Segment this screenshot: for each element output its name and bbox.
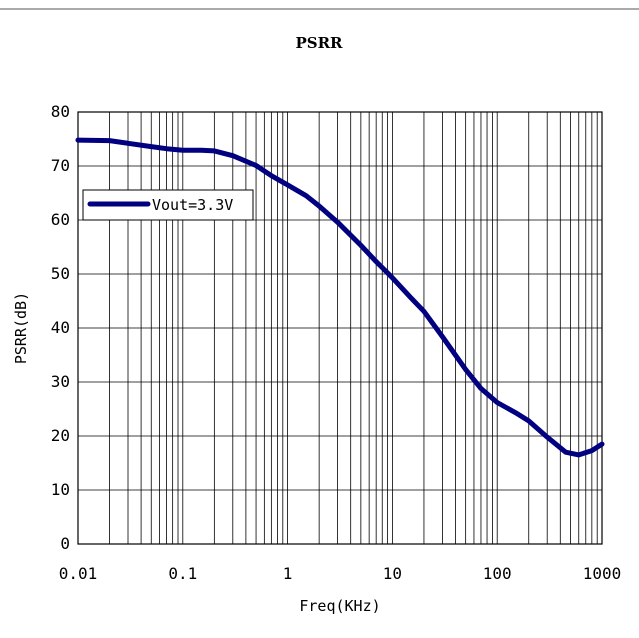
y-tick-label: 60: [51, 210, 70, 229]
y-tick-labels: 0 10 20 30 40 50 60 70 80: [51, 102, 70, 553]
x-tick-label: 1000: [583, 564, 622, 583]
y-tick-label: 0: [60, 534, 70, 553]
x-tick-label: 0.1: [168, 564, 197, 583]
x-tick-labels: 0.01 0.1 1 10 100 1000: [59, 564, 622, 583]
x-tick-label: 10: [383, 564, 402, 583]
x-tick-label: 1: [283, 564, 293, 583]
y-tick-label: 40: [51, 318, 70, 337]
y-tick-label: 50: [51, 264, 70, 283]
y-tick-label: 30: [51, 372, 70, 391]
chart-title: PSRR: [295, 34, 343, 52]
x-tick-label: 100: [483, 564, 512, 583]
y-tick-label: 70: [51, 156, 70, 175]
y-tick-label: 10: [51, 480, 70, 499]
grid-lines: [78, 112, 602, 544]
y-tick-label: 80: [51, 102, 70, 121]
x-axis-label: Freq(KHz): [299, 597, 380, 615]
legend-label: Vout=3.3V: [152, 196, 233, 214]
series-group: [75, 137, 605, 458]
y-axis-label: PSRR(dB): [12, 292, 30, 364]
series-line: [75, 137, 605, 458]
x-tick-label: 0.01: [59, 564, 98, 583]
y-tick-label: 20: [51, 426, 70, 445]
legend: Vout=3.3V: [82, 189, 254, 221]
plot-area-frame: [77, 111, 603, 545]
